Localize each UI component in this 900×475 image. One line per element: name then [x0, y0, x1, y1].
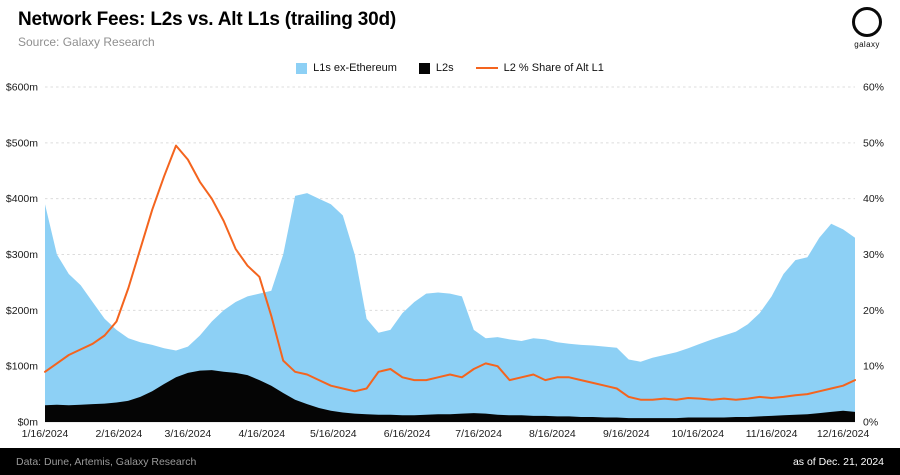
- y-axis-label-left: $400m: [6, 193, 38, 205]
- footer-as-of-date: as of Dec. 21, 2024: [792, 455, 884, 468]
- source-subtitle: Source: Galaxy Research: [18, 35, 155, 49]
- legend: L1s ex-Ethereum L2s L2 % Share of Alt L1: [0, 62, 900, 74]
- galaxy-logo: galaxy: [847, 7, 887, 49]
- x-axis-label: 3/16/2024: [165, 428, 212, 440]
- x-axis-label: 4/16/2024: [238, 428, 285, 440]
- legend-line-swatch-l2-share-of-alt-l1: [475, 67, 498, 69]
- y-axis-label-left: $600m: [6, 82, 38, 94]
- area-l2s: [45, 370, 855, 422]
- galaxy-logo-text: galaxy: [854, 40, 880, 49]
- y-axis-label-left: $0m: [18, 417, 39, 429]
- galaxy-ring-icon: [852, 7, 882, 37]
- legend-swatch-l2s: [418, 62, 430, 74]
- x-axis-label: 5/16/2024: [310, 428, 357, 440]
- x-axis-label: 8/16/2024: [529, 428, 576, 440]
- y-axis-label-right: 30%: [863, 249, 884, 261]
- y-axis-label-right: 50%: [863, 137, 884, 149]
- legend-label-l2s: L2s: [435, 62, 454, 74]
- y-axis-label-right: 60%: [863, 82, 884, 94]
- area-l1s-ex-ethereum: [45, 193, 855, 422]
- x-axis-label: 9/16/2024: [603, 428, 650, 440]
- legend-swatch-l1s-ex-ethereum: [296, 62, 308, 74]
- x-axis-label: 12/16/2024: [817, 428, 870, 440]
- network-fees-chart: $0m 0% $100m 10% $200m 20% $300m 30% $400m 40% $50…: [6, 82, 884, 441]
- y-axis-label-left: $500m: [6, 137, 38, 149]
- x-axis-label: 1/16/2024: [22, 428, 69, 440]
- y-axis-label-left: $200m: [6, 305, 38, 317]
- legend-item-l2-share-of-alt-l1: L2 % Share of Alt L1: [475, 62, 604, 74]
- y-axis-label-left: $300m: [6, 249, 38, 261]
- chart-header: Network Fees: L2s vs. Alt L1s (trailing …: [18, 9, 396, 49]
- x-axis-label: 2/16/2024: [96, 428, 143, 440]
- y-axis-label-right: 0%: [863, 417, 878, 429]
- y-axis-label-left: $100m: [6, 361, 38, 373]
- legend-item-l2s: L2s: [418, 62, 454, 74]
- y-axis-label-right: 10%: [863, 361, 884, 373]
- x-axis-label: 11/16/2024: [746, 428, 798, 440]
- y-axis-label-right: 40%: [863, 193, 884, 205]
- footer-data-sources: Data: Dune, Artemis, Galaxy Research: [16, 455, 197, 468]
- legend-label-l2-share-of-alt-l1: L2 % Share of Alt L1: [503, 62, 604, 74]
- footer-bar: Data: Dune, Artemis, Galaxy Research as …: [0, 448, 900, 475]
- legend-item-l1s-ex-ethereum: L1s ex-Ethereum: [296, 62, 397, 74]
- x-axis-label: 10/16/2024: [672, 428, 725, 440]
- x-axis-label: 6/16/2024: [384, 428, 431, 440]
- page-title: Network Fees: L2s vs. Alt L1s (trailing …: [18, 9, 396, 30]
- legend-label-l1s-ex-ethereum: L1s ex-Ethereum: [313, 62, 397, 74]
- y-axis-label-right: 20%: [863, 305, 884, 317]
- line-l2-share-of-alt-l1: [44, 144, 856, 401]
- x-axis-label: 7/16/2024: [455, 428, 502, 440]
